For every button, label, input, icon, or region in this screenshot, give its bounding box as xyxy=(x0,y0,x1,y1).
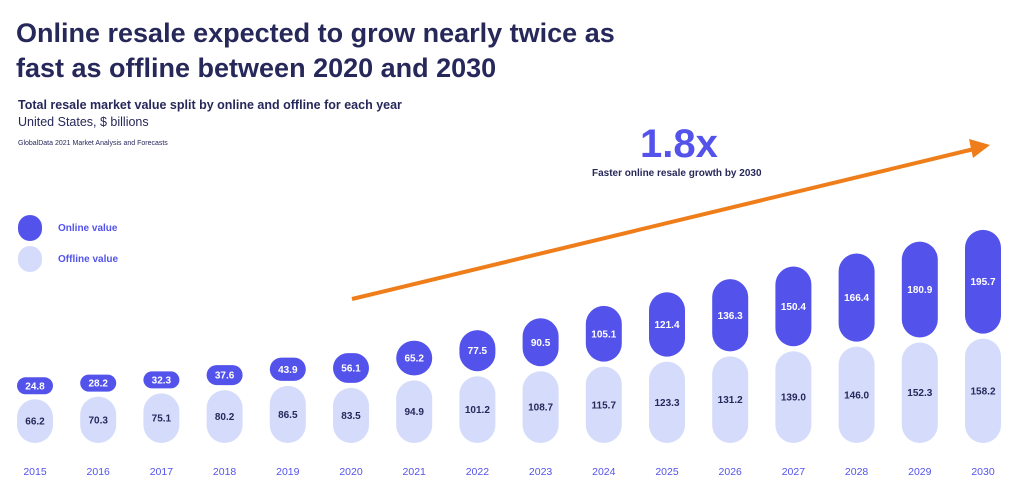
offline-bar-2020 xyxy=(333,387,369,443)
year-tick-label-2029: 2029 xyxy=(908,466,932,478)
offline-bar-2030 xyxy=(965,338,1001,443)
offline-value-label-2025: 123.3 xyxy=(654,398,679,409)
online-bar-2023 xyxy=(522,318,559,367)
chart-title: Online resale expected to grow nearly tw… xyxy=(16,18,615,83)
offline-bar-2021 xyxy=(396,380,433,443)
offline-bar-2023 xyxy=(522,371,559,443)
offline-value-label-2028: 146.0 xyxy=(844,390,869,401)
legend-online-swatch xyxy=(18,215,42,241)
offline-bar-2022 xyxy=(459,376,496,443)
year-tick-label-2030: 2030 xyxy=(971,466,995,478)
offline-bar-2017 xyxy=(143,393,180,443)
online-value-label-2021: 65.2 xyxy=(404,354,424,365)
online-bar-2024 xyxy=(585,305,622,362)
online-value-label-2028: 166.4 xyxy=(844,293,869,304)
legend-online-label: Online value xyxy=(58,222,118,234)
chart-subtitle: Total resale market value split by onlin… xyxy=(18,98,402,112)
offline-bar-2018 xyxy=(206,390,243,443)
online-value-label-2023: 90.5 xyxy=(531,338,551,349)
offline-bar-2015 xyxy=(17,399,53,443)
year-tick-label-2028: 2028 xyxy=(845,466,869,478)
source-note: GlobalData 2021 Market Analysis and Fore… xyxy=(18,140,168,147)
online-bar-2022 xyxy=(459,330,496,372)
growth-multiplier: 1.8x xyxy=(640,122,718,166)
offline-value-label-2022: 101.2 xyxy=(465,405,490,416)
online-bar-2017 xyxy=(143,371,180,389)
online-bar-2018 xyxy=(206,365,243,386)
year-tick-label-2020: 2020 xyxy=(339,466,363,478)
offline-value-label-2027: 139.0 xyxy=(781,393,806,404)
year-tick-label-2021: 2021 xyxy=(403,466,427,478)
online-bar-2025 xyxy=(649,292,685,357)
year-tick-label-2022: 2022 xyxy=(466,466,490,478)
year-tick-label-2015: 2015 xyxy=(23,466,47,478)
online-value-label-2025: 121.4 xyxy=(654,320,679,331)
growth-arrow-line xyxy=(351,147,975,301)
offline-value-label-2023: 108.7 xyxy=(528,403,553,414)
offline-value-label-2030: 158.2 xyxy=(970,386,995,397)
offline-value-label-2029: 152.3 xyxy=(907,388,932,399)
offline-value-label-2026: 131.2 xyxy=(718,395,743,406)
year-tick-label-2016: 2016 xyxy=(87,466,111,478)
online-bar-2020 xyxy=(333,353,369,383)
year-tick-label-2017: 2017 xyxy=(150,466,174,478)
online-value-label-2027: 150.4 xyxy=(781,302,806,313)
online-bar-2015 xyxy=(17,377,53,395)
year-tick-label-2026: 2026 xyxy=(719,466,743,478)
online-bar-2016 xyxy=(80,374,117,392)
offline-value-label-2021: 94.9 xyxy=(404,407,424,418)
year-tick-label-2023: 2023 xyxy=(529,466,553,478)
offline-value-label-2016: 70.3 xyxy=(88,415,108,426)
offline-value-label-2024: 115.7 xyxy=(592,400,617,411)
online-bar-2021 xyxy=(396,340,433,376)
year-tick-label-2024: 2024 xyxy=(592,466,616,478)
offline-bar-2019 xyxy=(269,385,306,443)
year-tick-label-2018: 2018 xyxy=(213,466,237,478)
offline-bar-2028 xyxy=(838,346,875,443)
online-value-label-2017: 32.3 xyxy=(152,375,172,386)
online-value-label-2030: 195.7 xyxy=(970,277,995,288)
offline-bar-2027 xyxy=(775,351,812,443)
legend-offline: Offline value xyxy=(18,246,118,272)
offline-bar-2016 xyxy=(80,396,117,443)
online-bar-2029 xyxy=(901,241,938,338)
offline-value-label-2017: 75.1 xyxy=(152,414,172,425)
online-value-label-2026: 136.3 xyxy=(718,311,743,322)
offline-bar-2029 xyxy=(901,342,938,443)
legend-offline-label: Offline value xyxy=(58,253,119,265)
year-tick-label-2027: 2027 xyxy=(782,466,806,478)
online-value-label-2020: 56.1 xyxy=(341,364,361,375)
offline-bar-2026 xyxy=(712,356,749,443)
online-value-label-2022: 77.5 xyxy=(468,346,488,357)
online-bar-2026 xyxy=(712,279,749,352)
online-value-label-2015: 24.8 xyxy=(25,381,45,392)
offline-bar-2024 xyxy=(585,366,622,443)
growth-caption: Faster online resale growth by 2030 xyxy=(592,168,762,179)
legend-offline-swatch xyxy=(18,246,42,272)
year-tick-label-2025: 2025 xyxy=(655,466,679,478)
offline-value-label-2019: 86.5 xyxy=(278,410,298,421)
online-bar-2019 xyxy=(269,357,306,381)
year-tick-label-2019: 2019 xyxy=(276,466,300,478)
offline-value-label-2020: 83.5 xyxy=(341,411,361,422)
online-value-label-2024: 105.1 xyxy=(591,329,616,340)
units-label: United States, $ billions xyxy=(18,115,149,129)
offline-bar-2025 xyxy=(649,361,685,443)
offline-value-label-2015: 66.2 xyxy=(25,417,45,428)
growth-arrow-head xyxy=(969,139,990,158)
online-bar-2027 xyxy=(775,266,812,347)
offline-value-label-2018: 80.2 xyxy=(215,412,235,423)
legend-online: Online value xyxy=(18,215,117,241)
online-bar-2030 xyxy=(965,229,1001,334)
online-value-label-2016: 28.2 xyxy=(88,379,108,390)
online-value-label-2019: 43.9 xyxy=(278,365,298,376)
online-bar-2028 xyxy=(838,253,875,342)
online-value-label-2029: 180.9 xyxy=(907,285,932,296)
online-value-label-2018: 37.6 xyxy=(215,371,235,382)
